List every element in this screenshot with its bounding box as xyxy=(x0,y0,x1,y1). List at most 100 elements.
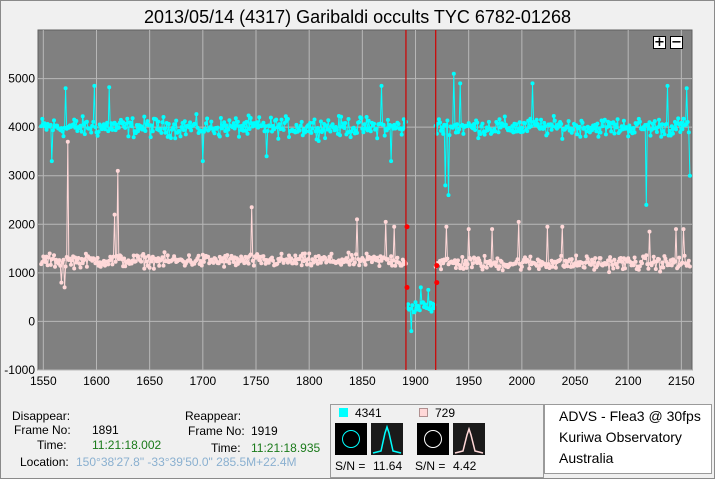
data-point xyxy=(595,121,600,126)
data-point xyxy=(91,119,96,124)
data-point xyxy=(580,261,585,265)
data-point xyxy=(123,125,128,130)
target-2-aperture-ring xyxy=(424,430,442,448)
data-point xyxy=(187,125,191,130)
plot-area xyxy=(37,29,693,371)
data-point xyxy=(344,256,349,261)
data-point xyxy=(659,134,664,139)
data-point xyxy=(95,255,100,260)
data-point xyxy=(139,124,144,129)
data-point xyxy=(516,219,521,224)
data-point xyxy=(497,264,502,269)
y-tick-label: 3000 xyxy=(8,169,35,183)
data-point xyxy=(217,254,222,259)
series-2 xyxy=(39,139,692,290)
data-point xyxy=(345,259,350,264)
data-point xyxy=(326,118,331,123)
data-point xyxy=(637,119,642,124)
data-point xyxy=(166,122,171,126)
data-point xyxy=(500,268,505,273)
data-point xyxy=(389,159,394,164)
site-info-box: ADVS - Flea3 @ 30fps Kuriwa Observatory … xyxy=(544,404,712,474)
data-point xyxy=(262,129,267,134)
data-point xyxy=(562,264,567,269)
data-point xyxy=(569,257,574,262)
data-point xyxy=(657,117,661,122)
data-point xyxy=(199,263,204,268)
data-point xyxy=(161,263,166,268)
data-point xyxy=(89,130,94,135)
target-1-sn-label: S/N = xyxy=(335,459,366,473)
data-point xyxy=(160,120,165,125)
data-point xyxy=(250,124,255,129)
data-point xyxy=(488,259,492,263)
data-point xyxy=(395,255,400,260)
data-point xyxy=(350,256,355,261)
data-point xyxy=(679,120,684,125)
data-point xyxy=(72,266,77,271)
data-point xyxy=(355,130,359,135)
data-point xyxy=(48,123,53,127)
data-point xyxy=(284,257,289,262)
y-tick-label: 0 xyxy=(28,314,35,328)
data-point xyxy=(193,122,198,127)
data-point xyxy=(79,129,84,134)
data-point xyxy=(600,124,605,129)
zoom-in-button[interactable]: + xyxy=(653,35,666,50)
data-point xyxy=(602,117,607,122)
data-point xyxy=(128,120,133,125)
data-point xyxy=(662,132,667,137)
data-point xyxy=(297,257,302,261)
data-point xyxy=(302,251,307,256)
data-point xyxy=(328,129,333,134)
data-point xyxy=(443,183,448,188)
data-point xyxy=(687,173,692,178)
data-point xyxy=(49,159,54,164)
data-point xyxy=(74,119,79,123)
data-point xyxy=(565,264,570,269)
zoom-out-button[interactable]: − xyxy=(670,35,683,50)
data-point xyxy=(493,129,498,134)
data-point xyxy=(673,259,677,264)
data-point xyxy=(503,122,508,127)
data-point xyxy=(279,251,284,256)
data-point xyxy=(550,124,555,129)
data-point xyxy=(594,129,599,134)
data-point xyxy=(583,260,588,265)
data-point xyxy=(525,129,530,134)
data-point xyxy=(124,121,129,126)
x-tick-label: 1600 xyxy=(83,374,110,388)
data-point xyxy=(534,117,539,122)
data-point xyxy=(211,260,216,265)
location-label: Location: xyxy=(20,455,69,469)
data-point xyxy=(287,253,291,258)
data-point xyxy=(456,258,460,263)
data-point xyxy=(391,258,396,263)
data-point xyxy=(160,255,165,260)
data-point xyxy=(418,285,423,290)
data-point xyxy=(158,127,163,132)
data-point xyxy=(685,120,690,124)
data-point xyxy=(114,122,119,127)
data-point xyxy=(204,121,208,126)
data-point xyxy=(678,130,683,134)
data-point xyxy=(115,168,120,173)
data-point xyxy=(451,71,456,76)
data-point xyxy=(413,300,418,305)
data-point xyxy=(174,118,179,123)
data-point xyxy=(82,257,87,262)
data-point xyxy=(535,122,540,127)
data-point xyxy=(145,119,150,124)
data-point xyxy=(105,120,110,125)
data-point xyxy=(486,119,491,124)
data-point xyxy=(618,256,623,260)
data-point xyxy=(196,253,201,258)
data-point xyxy=(560,136,565,141)
data-point xyxy=(198,259,203,263)
data-point xyxy=(125,116,130,121)
data-point xyxy=(390,263,395,268)
data-point xyxy=(209,119,214,124)
data-point xyxy=(63,264,68,269)
data-point xyxy=(570,127,575,132)
data-point xyxy=(367,126,372,131)
